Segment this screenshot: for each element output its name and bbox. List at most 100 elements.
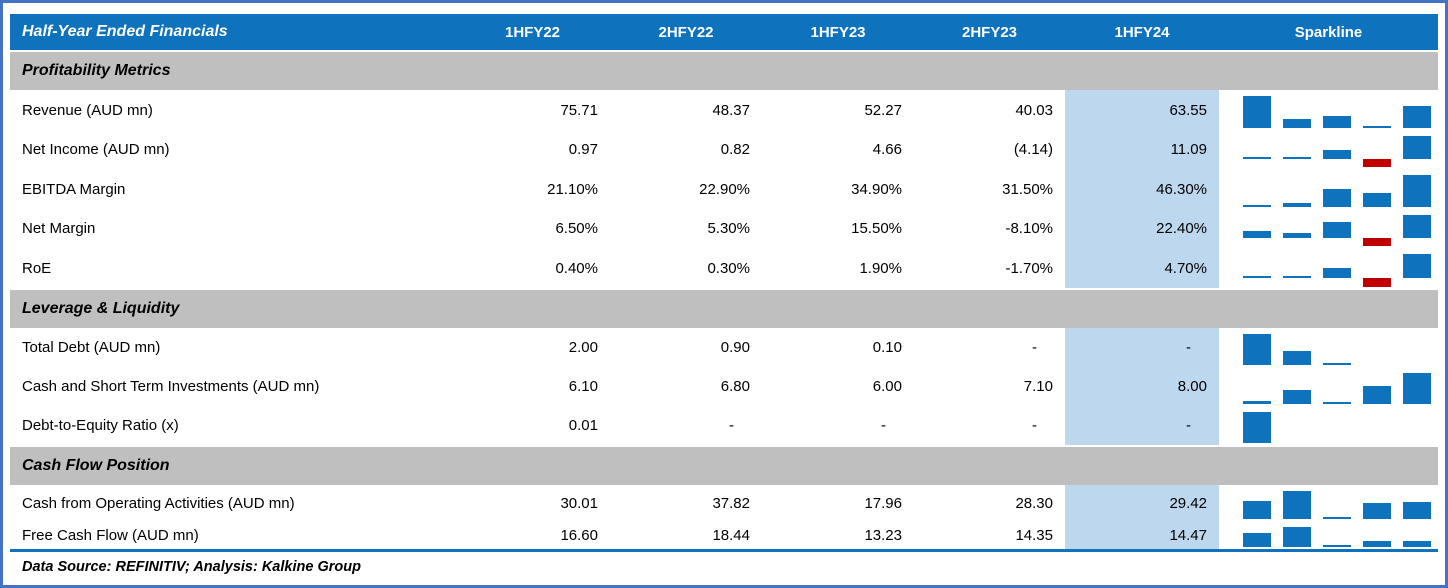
sparkline-bar [1283,527,1311,547]
value-2hfy23: -8.10% [1005,220,1053,237]
value-1hfy22: 2.00 [568,339,598,356]
value-1hfy23: 52.27 [864,101,902,119]
value-1hfy23: 4.66 [872,141,902,158]
sparkline-bar [1283,233,1311,238]
value-1hfy23: 0.10 [872,339,902,356]
sparkline [1219,412,1438,443]
sparkline-bar [1283,491,1311,519]
metric-label: Free Cash Flow (AUD mn) [22,526,199,544]
value-2hfy22: 22.90% [699,180,750,198]
value-1hfy23: 34.90% [851,180,902,198]
metric-label: RoE [22,259,52,277]
sparkline-bar [1323,363,1351,365]
value-2hfy22: 48.37 [712,101,750,119]
sparkline-bar [1243,501,1271,519]
sparkline-bar-negative [1363,238,1391,246]
sparkline-bar [1243,334,1271,365]
value-1hfy23: 15.50% [851,220,902,237]
sparkline-bar [1283,203,1311,207]
value-1hfy24-highlighted: 22.40% [1065,209,1219,248]
sparkline-bar [1283,157,1311,159]
value-1hfy24-highlighted: 14.47 [1065,521,1219,549]
metric-label: Total Debt (AUD mn) [22,339,161,356]
sparkline-bar [1363,503,1391,519]
table-row-debt-to-equity: Debt-to-Equity Ratio (x) 0.01 - - - - [10,406,1438,445]
sparkline-bar [1283,119,1311,128]
section-header-leverage: Leverage & Liquidity [10,290,1438,328]
sparkline-bar [1323,150,1351,159]
section-header-cash-flow: Cash Flow Position [10,447,1438,485]
sparkline [1219,373,1438,404]
table-bottom-rule [10,549,1438,552]
sparkline-bar [1243,533,1271,547]
column-header-1hfy24: 1HFY24 [1114,23,1170,41]
sparkline-bar [1243,205,1271,207]
sparkline [1219,96,1438,128]
value-1hfy22: 30.01 [560,494,598,512]
value-1hfy22: 21.10% [547,180,598,198]
table-row-net-margin: Net Margin 6.50% 5.30% 15.50% -8.10% 22.… [10,209,1438,248]
sparkline-bar [1363,386,1391,404]
sparkline-bar [1243,96,1271,128]
sparkline-bar [1243,231,1271,238]
sparkline-cell [1219,209,1438,248]
value-2hfy23: - [1032,339,1037,356]
table-title: Half-Year Ended Financials [22,23,228,40]
sparkline-bar [1243,157,1271,159]
value-1hfy22: 6.50% [555,220,598,237]
sparkline-bar [1403,541,1431,547]
sparkline-bar [1403,254,1431,278]
sparkline-cell [1219,485,1438,521]
sparkline-bar [1403,373,1431,404]
sparkline-bar [1323,222,1351,238]
sparkline-bar [1283,351,1311,365]
section-title: Leverage & Liquidity [22,300,180,317]
value-1hfy24-highlighted: 46.30% [1065,169,1219,209]
sparkline-bar [1363,126,1391,128]
value-2hfy22: 0.30% [707,259,750,277]
value-2hfy22: 0.90 [720,339,750,356]
value-1hfy24-highlighted: - [1065,406,1219,445]
value-1hfy22: 0.01 [568,417,598,434]
sparkline [1219,215,1438,246]
value-1hfy23: 17.96 [864,494,902,512]
sparkline-bar [1363,193,1391,207]
sparkline-bar [1323,517,1351,519]
value-1hfy22: 0.40% [555,259,598,277]
sparkline-bar [1323,402,1351,404]
sparkline-bar [1243,401,1271,404]
section-title: Profitability Metrics [22,62,171,79]
sparkline-bar [1323,189,1351,207]
value-1hfy23: - [881,417,886,434]
value-1hfy22: 75.71 [560,101,598,119]
sparkline [1219,491,1438,519]
value-2hfy23: 31.50% [1002,180,1053,198]
table: Half-Year Ended Financials 1HFY22 2HFY22… [10,14,1438,578]
sparkline-bar [1323,268,1351,278]
value-2hfy22: 5.30% [707,220,750,237]
table-header-row: Half-Year Ended Financials 1HFY22 2HFY22… [10,14,1438,50]
value-2hfy22: - [729,417,734,434]
sparkline [1219,175,1438,207]
sparkline-bar [1283,276,1311,278]
sparkline-bar [1403,106,1431,128]
sparkline [1219,527,1438,547]
value-1hfy22: 0.97 [568,141,598,158]
column-header-2hfy23: 2HFY23 [961,23,1018,41]
metric-label: Net Income (AUD mn) [22,141,170,158]
sparkline-cell [1219,90,1438,130]
sparkline-bar [1403,175,1431,207]
metric-label: Cash from Operating Activities (AUD mn) [22,494,295,512]
sparkline [1219,334,1438,365]
sparkline [1219,254,1438,287]
sparkline-cell [1219,328,1438,367]
value-2hfy22: 6.80 [720,378,750,395]
sparkline-bar [1363,541,1391,547]
table-row-total-debt: Total Debt (AUD mn) 2.00 0.90 0.10 - - [10,328,1438,367]
sparkline-cell [1219,169,1438,209]
value-1hfy23: 1.90% [859,259,902,277]
value-1hfy24-highlighted: 8.00 [1065,367,1219,406]
sparkline-bar [1403,215,1431,238]
column-header-1hfy22: 1HFY22 [504,23,561,41]
